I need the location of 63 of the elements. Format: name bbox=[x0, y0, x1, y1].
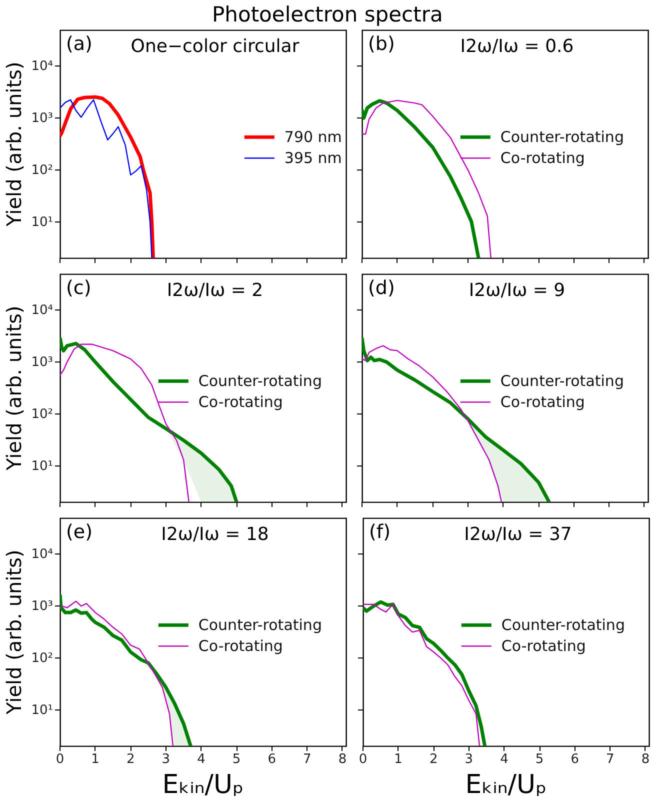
x-tick-label: 1 bbox=[91, 752, 100, 767]
x-tick-label: 4 bbox=[500, 752, 508, 767]
annotation: (d) bbox=[368, 277, 395, 299]
x-tick-label: 1 bbox=[394, 752, 402, 767]
legend-label: Co-rotating bbox=[198, 393, 283, 412]
x-tick-label: 6 bbox=[570, 752, 579, 767]
y-axis-title: Yield (arb. units) bbox=[2, 306, 26, 472]
annotation: (e) bbox=[66, 521, 93, 543]
x-tick-label: 5 bbox=[232, 752, 241, 767]
x-axis-title: Eₖᵢₙ/Uₚ bbox=[465, 770, 547, 800]
line-series bbox=[60, 592, 192, 746]
annotation: I2ω/Iω = 18 bbox=[161, 524, 269, 545]
x-tick-label: 5 bbox=[535, 752, 544, 767]
x-tick-label: 3 bbox=[162, 752, 170, 767]
annotation: I2ω/Iω = 0.6 bbox=[460, 36, 574, 57]
legend-label: Co-rotating bbox=[500, 393, 585, 412]
legend-label: 395 nm bbox=[284, 149, 342, 168]
x-tick-label: 0 bbox=[358, 752, 368, 767]
y-tick-label: 10³ bbox=[31, 599, 53, 614]
x-tick-label: 7 bbox=[303, 752, 312, 767]
legend-label: Counter-rotating bbox=[198, 616, 322, 634]
annotation: (f) bbox=[369, 521, 391, 543]
y-tick-label: 10⁴ bbox=[31, 59, 53, 74]
y-tick-label: 10² bbox=[31, 162, 53, 178]
y-axis-title: Yield (arb. units) bbox=[2, 550, 26, 716]
y-tick-label: 10⁴ bbox=[31, 303, 53, 318]
chart-title: Photoelectron spectra bbox=[212, 2, 443, 26]
legend-label: 790 nm bbox=[284, 128, 342, 146]
legend-label: Counter-rotating bbox=[500, 372, 624, 390]
legend-label: Co-rotating bbox=[198, 637, 283, 656]
y-tick-label: 10¹ bbox=[31, 214, 53, 230]
line-series bbox=[60, 344, 190, 502]
legend-label: Counter-rotating bbox=[198, 372, 322, 390]
y-tick-label: 10³ bbox=[31, 111, 53, 126]
y-tick-label: 10⁴ bbox=[31, 547, 53, 562]
x-tick-label: 4 bbox=[197, 752, 206, 767]
y-tick-label: 10² bbox=[31, 406, 53, 422]
x-axis-title: Eₖᵢₙ/Uₚ bbox=[162, 770, 244, 800]
legend-label: Counter-rotating bbox=[501, 616, 625, 634]
x-tick-label: 2 bbox=[126, 752, 135, 767]
annotation: (c) bbox=[66, 277, 92, 299]
x-tick-label: 8 bbox=[338, 752, 347, 767]
x-tick-label: 8 bbox=[641, 752, 650, 767]
y-axis-title: Yield (arb. units) bbox=[2, 62, 26, 228]
annotation: I2ω/Iω = 9 bbox=[468, 280, 566, 301]
legend-label: Co-rotating bbox=[501, 637, 586, 656]
x-tick-label: 7 bbox=[606, 752, 614, 767]
x-tick-label: 0 bbox=[56, 752, 64, 767]
annotation: One−color circular bbox=[130, 36, 300, 57]
annotation: I2ω/Iω = 2 bbox=[166, 280, 264, 301]
legend-label: Counter-rotating bbox=[500, 128, 624, 146]
annotation: (b) bbox=[368, 33, 395, 55]
x-tick-label: 3 bbox=[464, 752, 474, 767]
y-tick-label: 10¹ bbox=[31, 458, 53, 474]
annotation: (a) bbox=[66, 33, 92, 55]
y-tick-label: 10² bbox=[31, 650, 53, 666]
y-tick-label: 10³ bbox=[31, 355, 53, 370]
x-tick-label: 2 bbox=[429, 752, 438, 767]
legend-label: Co-rotating bbox=[500, 149, 585, 168]
x-tick-label: 6 bbox=[268, 752, 276, 767]
y-tick-label: 10¹ bbox=[31, 702, 53, 718]
line-series bbox=[60, 600, 174, 746]
annotation: I2ω/Iω = 37 bbox=[464, 524, 572, 545]
